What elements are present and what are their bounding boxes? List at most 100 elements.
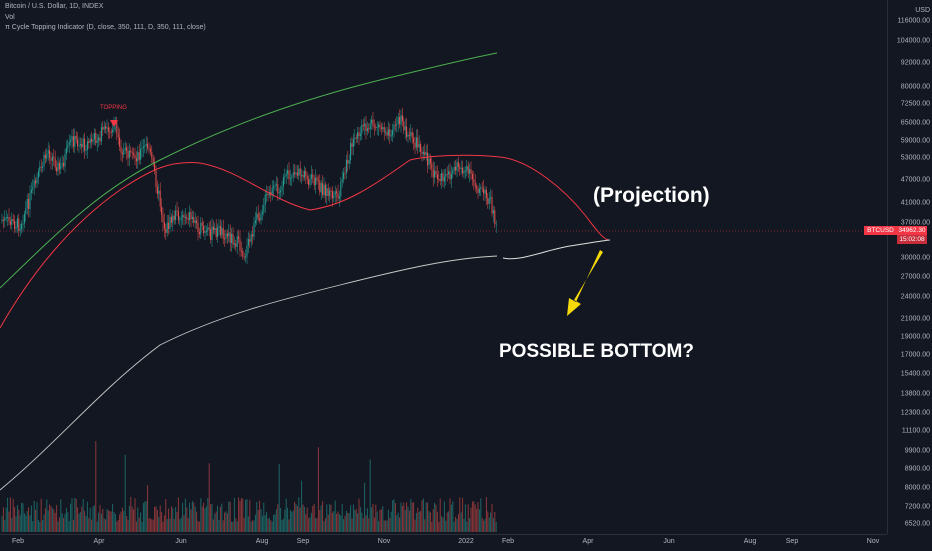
candle-body [43, 154, 45, 167]
candle-body [303, 170, 305, 178]
candle-body [75, 135, 77, 140]
volume-bar [303, 506, 305, 532]
volume-bar [43, 514, 45, 532]
candle-body [184, 216, 186, 218]
volume-bars [1, 441, 497, 532]
candle-body [243, 256, 245, 258]
volume-bar [334, 500, 336, 532]
candle-body [464, 170, 466, 172]
volume-bar [270, 520, 272, 532]
candle-body [211, 226, 213, 240]
time-tick: Sep [296, 538, 310, 545]
volume-bar [271, 521, 273, 532]
volume-bar [140, 512, 142, 532]
candle-body [408, 134, 410, 136]
candle-body [441, 173, 443, 182]
volume-bar [105, 519, 107, 532]
candle-body [32, 187, 34, 190]
price-tick: 104000.00 [896, 37, 930, 45]
volume-bar [317, 447, 319, 532]
candle-body [329, 190, 331, 196]
candle-body [456, 162, 458, 171]
volume-bar [467, 504, 469, 532]
candle-body [337, 193, 339, 199]
time-axis[interactable]: Feb Apr Jun Aug Sep Nov 2022 Feb Apr Jun… [0, 534, 887, 551]
candle-body [133, 153, 135, 156]
volume-bar [112, 503, 114, 532]
candle-body [53, 156, 55, 159]
volume-bar [176, 511, 178, 532]
volume-bar [281, 520, 283, 532]
volume-bar [196, 511, 198, 532]
volume-bar [333, 510, 335, 532]
ma-350x2-line [0, 52, 498, 289]
volume-bar [84, 510, 86, 532]
volume-bar [373, 517, 375, 532]
price-tick: 116000.00 [897, 17, 930, 25]
volume-bar [247, 516, 249, 532]
volume-bar [228, 501, 230, 532]
time-tick: Jun [175, 538, 187, 545]
candle-body [28, 198, 30, 209]
candle-body [392, 130, 394, 136]
candle-body [477, 188, 479, 193]
volume-bar [396, 515, 398, 532]
candle-body [29, 193, 31, 209]
candle-body [315, 177, 317, 186]
volume-bar [448, 511, 450, 532]
candle-body [169, 216, 171, 229]
candle-body [296, 172, 298, 176]
candle-body [393, 124, 395, 131]
volume-bar [219, 506, 221, 532]
volume-bar [470, 507, 472, 532]
indicator-legend[interactable]: π Cycle Topping Indicator (D, close, 350… [5, 24, 206, 31]
candle-body [253, 223, 255, 237]
volume-bar [368, 518, 370, 532]
candle-body [333, 195, 335, 199]
candle-body [308, 179, 310, 185]
volume-legend[interactable]: Vol [5, 14, 15, 21]
candle-body [365, 123, 367, 132]
volume-bar [242, 498, 244, 532]
volume-bar [352, 504, 354, 532]
volume-bar [431, 521, 433, 532]
candle-body [168, 222, 170, 229]
time-tick: Feb [501, 538, 515, 545]
candle-body [280, 190, 282, 193]
volume-bar [133, 509, 135, 532]
symbol-legend[interactable]: Bitcoin / U.S. Dollar, 1D, INDEX [5, 3, 104, 10]
candle-body [95, 132, 97, 144]
projection-label: (Projection) [593, 184, 710, 207]
volume-bar [175, 507, 177, 532]
candle-body [306, 176, 308, 180]
volume-bar [411, 502, 413, 532]
volume-bar [226, 513, 228, 532]
volume-bar [72, 519, 74, 532]
volume-bar [329, 504, 331, 532]
candle-body [301, 175, 303, 177]
price-tick: 27000.00 [900, 273, 930, 281]
volume-bar [142, 502, 144, 532]
volume-bar [354, 510, 356, 532]
time-tick: Nov [866, 538, 880, 545]
candle-body [208, 227, 210, 230]
volume-bar [103, 518, 105, 532]
candle-body [99, 137, 101, 142]
price-axis[interactable]: USD 116000.00 104000.00 92000.00 80000.0… [887, 0, 932, 534]
candle-body [459, 167, 461, 169]
volume-bar [231, 521, 233, 532]
candle-body [417, 137, 419, 148]
candle-body [351, 143, 353, 147]
volume-bar [488, 517, 490, 532]
candle-body [259, 217, 261, 221]
volume-bar [487, 511, 489, 532]
candle-body [159, 190, 161, 207]
volume-bar [365, 515, 367, 532]
candle-body [162, 214, 164, 223]
volume-bar [205, 506, 207, 532]
candle-body [245, 256, 247, 258]
volume-bar [182, 502, 184, 532]
candle-body [350, 143, 352, 161]
volume-bar [22, 503, 24, 532]
